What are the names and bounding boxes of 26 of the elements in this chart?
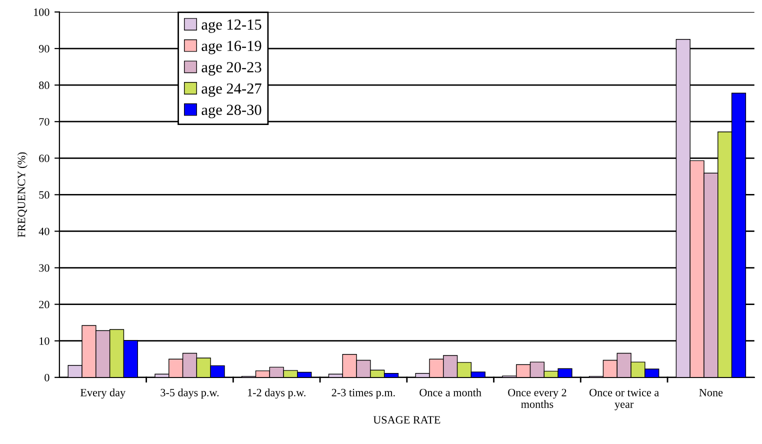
legend-label: age 20-23 <box>202 62 262 76</box>
y-tick-label: 30 <box>39 264 50 272</box>
y-axis-title: FREQUENCY (%) <box>17 152 28 238</box>
x-tick-label: 3-5 days p.w. <box>160 388 219 399</box>
legend-label: age 24-27 <box>202 83 262 97</box>
y-tick-label: 100 <box>34 8 50 16</box>
x-tick-label: 1-2 days p.w. <box>248 388 306 399</box>
y-tick-label: 0 <box>44 374 50 382</box>
y-tick-label: 50 <box>39 191 50 199</box>
x-tick-label: None <box>699 388 723 396</box>
x-tick-label: Once every 2 months <box>508 388 566 408</box>
x-axis-title: USAGE RATE <box>373 416 440 424</box>
y-tick-label: 10 <box>40 337 50 345</box>
x-tick-label: 2-3 times p.m. <box>332 388 395 399</box>
x-tick-label: Every day <box>80 388 126 399</box>
y-tick-label: 70 <box>39 118 50 126</box>
y-tick-label: 20 <box>39 300 50 308</box>
x-tick-label: Once or twice a year <box>590 388 659 410</box>
x-tick-label: Once a month <box>420 388 482 396</box>
y-tick-label: 60 <box>39 154 50 162</box>
legend-label: age 16-19 <box>202 40 262 54</box>
legend-label: age 28-30 <box>202 104 262 118</box>
y-tick-label: 90 <box>38 44 50 52</box>
y-tick-label: 80 <box>39 82 50 90</box>
legend-label: age 12-15 <box>202 19 262 33</box>
y-tick-label: 40 <box>38 228 50 236</box>
